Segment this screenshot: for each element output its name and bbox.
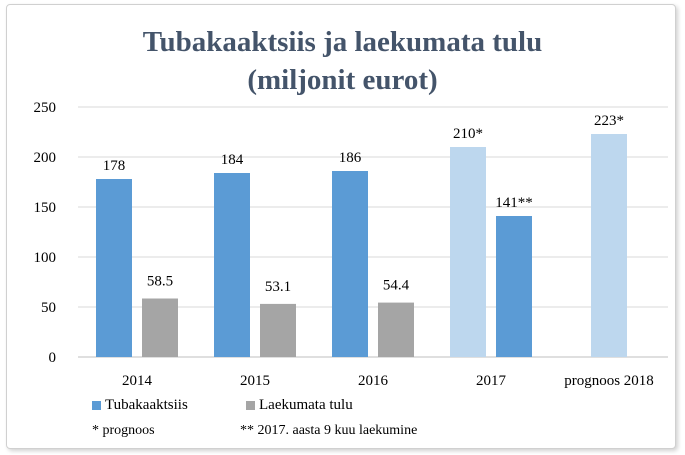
y-tick-label-0: 0 [49,350,57,366]
data-label-tubakaaktsiis-2017-9-kuu: 141** [495,195,533,211]
legend-item-laekumata-tulu: Laekumata tulu [246,397,353,414]
y-tick-label-50: 50 [41,300,56,316]
x-tick-label-2: 2016 [358,373,389,389]
data-label-laekumata-tulu-2: 54.4 [383,278,410,294]
legend-swatch-laekumata-tulu [246,401,255,410]
legend-label-laekumata-tulu: Laekumata tulu [259,397,353,413]
y-tick-label-250: 250 [34,100,57,116]
y-tick-label-200: 200 [34,150,57,166]
bar-laekumata-tulu-0 [142,298,178,357]
bar-tubakaaktsiis-1 [214,173,250,357]
bar-laekumata-tulu-2 [378,302,414,357]
footnote-2017: ** 2017. aasta 9 kuu laekumine [240,423,418,438]
data-label-tubakaaktsiis-3: 210* [453,126,483,142]
bar-laekumata-tulu-1 [260,303,296,357]
x-tick-label-3: 2017 [476,373,507,389]
data-label-tubakaaktsiis-1: 184 [221,152,244,168]
x-tick-label-1: 2015 [240,373,270,389]
x-tick-label-0: 2014 [122,373,153,389]
data-label-tubakaaktsiis-2: 186 [339,150,362,166]
y-tick-label-150: 150 [34,200,57,216]
data-label-tubakaaktsiis-4: 223* [594,113,624,129]
bar-tubakaaktsiis-3 [450,147,486,357]
bar-tubakaaktsiis-4 [591,134,627,357]
chart-title: Tubakaaktsiis ja laekumata tulu [142,26,543,58]
bar-tubakaaktsiis-2017-9-kuu [496,216,532,357]
legend-label-tubakaaktsiis: Tubakaaktsiis [105,397,188,413]
data-label-laekumata-tulu-0: 58.5 [147,274,173,290]
y-tick-label-100: 100 [34,250,57,266]
footnote-prognoos: * prognoos [92,423,155,438]
x-tick-label-4: prognoos 2018 [564,373,654,389]
data-label-laekumata-tulu-1: 53.1 [265,279,291,295]
legend-swatch-tubakaaktsiis [92,401,101,410]
bar-tubakaaktsiis-0 [96,179,132,357]
chart-subtitle: (miljonit eurot) [247,64,438,96]
bar-tubakaaktsiis-2 [332,171,368,357]
legend-item-tubakaaktsiis: Tubakaaktsiis [92,397,188,414]
data-label-tubakaaktsiis-0: 178 [103,158,126,174]
